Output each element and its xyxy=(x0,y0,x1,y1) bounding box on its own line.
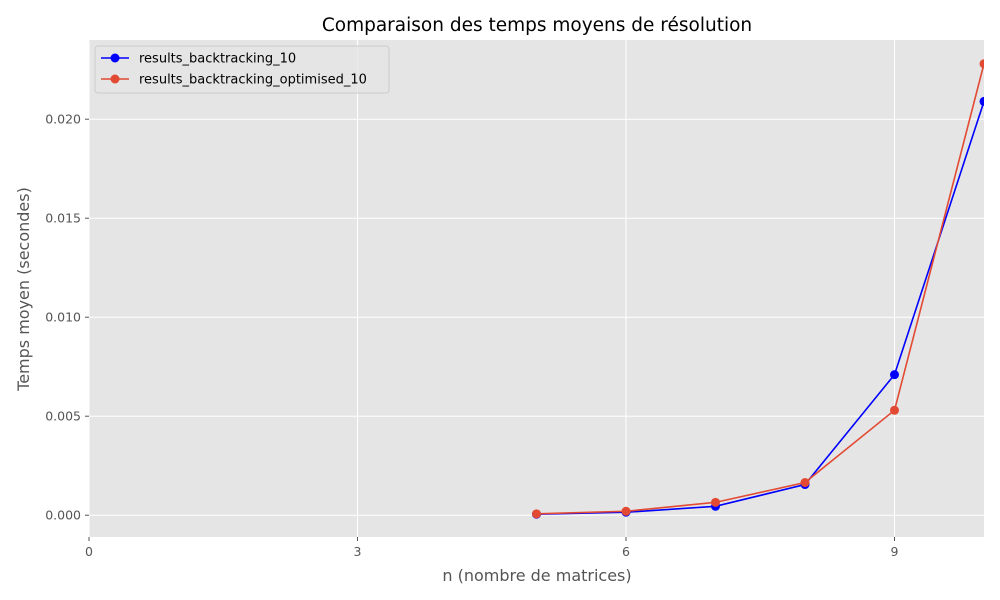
data-point xyxy=(711,497,720,507)
x-axis-label: n (nombre de matrices) xyxy=(442,566,631,585)
y-axis: 0.000 0.005 0.010 0.015 0.020 xyxy=(45,112,89,523)
legend-marker xyxy=(110,74,120,84)
series-line xyxy=(536,63,984,515)
series-2 xyxy=(532,59,984,519)
data-point xyxy=(621,506,631,516)
x-tick-label: 0 xyxy=(85,544,93,559)
x-tick-label: 3 xyxy=(354,544,362,559)
x-tick-label: 6 xyxy=(622,544,630,559)
series-layer xyxy=(532,59,984,519)
x-tick-label: 9 xyxy=(891,544,899,559)
legend-item: results_backtracking_optimised_10 xyxy=(101,73,367,88)
data-point xyxy=(979,59,984,69)
y-tick-label: 0.015 xyxy=(45,211,81,226)
legend-marker xyxy=(110,53,120,63)
legend-box xyxy=(94,45,390,94)
data-point xyxy=(979,96,984,106)
y-tick-label: 0.005 xyxy=(45,409,81,424)
chart-title: Comparaison des temps moyens de résoluti… xyxy=(322,15,752,36)
data-point xyxy=(890,370,899,380)
legend-label: results_backtracking_optimised_10 xyxy=(139,73,367,88)
legend-label: results_backtracking_10 xyxy=(139,52,296,67)
plot-area xyxy=(89,40,984,537)
y-tick-label: 0.000 xyxy=(45,508,81,523)
data-point xyxy=(800,478,810,488)
y-tick-label: 0.010 xyxy=(45,310,81,325)
legend-item: results_backtracking_10 xyxy=(101,52,296,67)
series-line xyxy=(536,101,984,516)
legend: results_backtracking_10 results_backtrack… xyxy=(94,45,390,94)
data-point xyxy=(532,509,541,519)
data-point xyxy=(890,405,899,415)
y-axis-label: Temps moyen (secondes) xyxy=(14,187,33,392)
x-axis: 0 3 6 9 xyxy=(85,537,899,559)
y-tick-label: 0.020 xyxy=(45,112,81,127)
